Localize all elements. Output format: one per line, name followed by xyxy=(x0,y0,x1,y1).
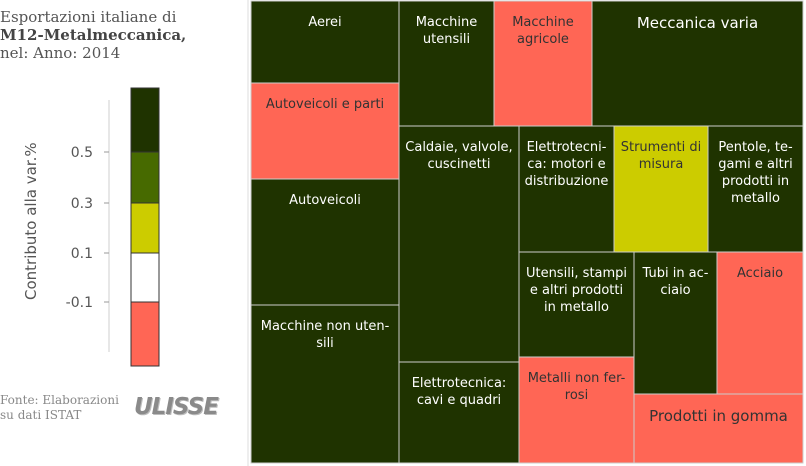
color-legend: 0.5 0.3 0.1 -0.1 xyxy=(66,0,249,466)
tile-meccanica-varia[interactable]: Meccanica varia xyxy=(591,0,804,127)
tile-label: Utensili, stampi e altri prodotti in metal… xyxy=(526,266,627,315)
legend-swatch xyxy=(130,87,160,153)
tile-acciaio[interactable]: Acciaio xyxy=(716,251,804,395)
tile-label: Strumenti di misura xyxy=(621,140,702,172)
tile-label: Macchine agricole xyxy=(512,15,574,47)
tile-autoveicoli[interactable]: Autoveicoli xyxy=(250,178,400,306)
tile-rect xyxy=(250,82,400,180)
ulisse-logo: ULISSE xyxy=(134,394,219,420)
legend-swatch xyxy=(130,202,160,254)
legend-swatch xyxy=(130,151,160,204)
tile-utensili-stampi-e-altri-prodotti-in-metallo[interactable]: Utensili, stampi e altri prodotti in metal… xyxy=(518,251,635,358)
tile-label: Acciaio xyxy=(737,266,783,281)
tile-rect xyxy=(398,125,520,363)
treemap-tiles: Aerei Autoveicoli e parti Autoveicoli Macch… xyxy=(250,0,804,464)
tile-rect xyxy=(518,356,635,464)
tile-macchine-non-utensili[interactable]: Macchine non uten-sili xyxy=(250,304,400,464)
tile-label: Caldaie, valvole, cuscinetti xyxy=(405,140,512,172)
tile-label: Metalli non fer-rosi xyxy=(528,371,626,403)
tile-label: Meccanica varia xyxy=(637,14,758,32)
tile-macchine-agricole[interactable]: Macchine agricole xyxy=(493,0,593,127)
tile-strumenti-di-misura[interactable]: Strumenti di misura xyxy=(613,125,709,253)
tile-prodotti-in-gomma[interactable]: Prodotti in gomma xyxy=(633,393,804,464)
tile-rect xyxy=(398,0,495,127)
tile-elettrotecnica-cavi-e-quadri[interactable]: Elettrotecnica: cavi e quadri xyxy=(398,361,520,464)
legend-swatch xyxy=(130,301,160,367)
title-line-1: Esportazioni italiane di xyxy=(0,8,177,26)
legend-tick-label: -0.1 xyxy=(66,295,93,311)
tile-rect xyxy=(613,125,709,253)
tile-label: Macchine non uten-sili xyxy=(261,319,390,351)
legend-tick-label: 0.1 xyxy=(71,246,93,262)
tile-caldaie-valvole-cuscinetti[interactable]: Caldaie, valvole, cuscinetti xyxy=(398,125,520,363)
tile-rect xyxy=(518,251,635,358)
tile-label: Autoveicoli xyxy=(289,193,361,208)
legend-tick-label: 0.3 xyxy=(71,196,93,212)
title-line-2: M12-Metalmeccanica, xyxy=(0,26,187,44)
tile-metalli-non-ferrosi[interactable]: Metalli non fer-rosi xyxy=(518,356,635,464)
tile-label: Macchine utensili xyxy=(416,15,478,47)
tile-macchine-utensili[interactable]: Macchine utensili xyxy=(398,0,495,127)
source-line-2: su dati ISTAT xyxy=(0,408,82,422)
tile-label: Pentole, te-gami e altri prodotti in metal… xyxy=(718,140,793,206)
tile-label: Elettrotecni-ca: motori e distribuzione xyxy=(525,140,609,189)
tile-label: Autoveicoli e parti xyxy=(266,97,384,112)
chart-title: Esportazioni italiane di M12-Metalmeccan… xyxy=(0,8,245,62)
tile-aerei[interactable]: Aerei xyxy=(250,0,400,84)
tile-elettrotecnica-motori-e-distribuzione[interactable]: Elettrotecni-ca: motori e distribuzione xyxy=(518,125,615,253)
tile-rect xyxy=(250,178,400,306)
tile-label: Tubi in ac-ciaio xyxy=(642,266,709,298)
tile-rect xyxy=(591,0,804,127)
title-line-3: nel: Anno: 2014 xyxy=(0,44,121,62)
tile-label: Elettrotecnica: cavi e quadri xyxy=(412,376,507,408)
tile-label: Aerei xyxy=(308,15,341,30)
tile-rect xyxy=(518,125,615,253)
tile-pentole-tegami-e-altri-prodotti-in-metallo[interactable]: Pentole, te-gami e altri prodotti in metal… xyxy=(707,125,804,253)
tile-rect xyxy=(250,0,400,84)
tile-rect xyxy=(633,393,804,464)
legend-tick-label: 0.5 xyxy=(71,145,93,161)
source-line-1: Fonte: Elaborazioni xyxy=(0,393,119,407)
tile-rect xyxy=(707,125,804,253)
tile-label: Prodotti in gomma xyxy=(649,407,788,425)
tile-rect xyxy=(250,304,400,464)
tile-rect xyxy=(716,251,804,395)
source-note: Fonte: Elaborazioni su dati ISTAT xyxy=(0,393,130,423)
legend-swatch xyxy=(130,252,160,303)
tile-autoveicoli-e-parti[interactable]: Autoveicoli e parti xyxy=(250,82,400,180)
tile-tubi-in-acciaio[interactable]: Tubi in ac-ciaio xyxy=(633,251,718,395)
tile-rect xyxy=(633,251,718,395)
